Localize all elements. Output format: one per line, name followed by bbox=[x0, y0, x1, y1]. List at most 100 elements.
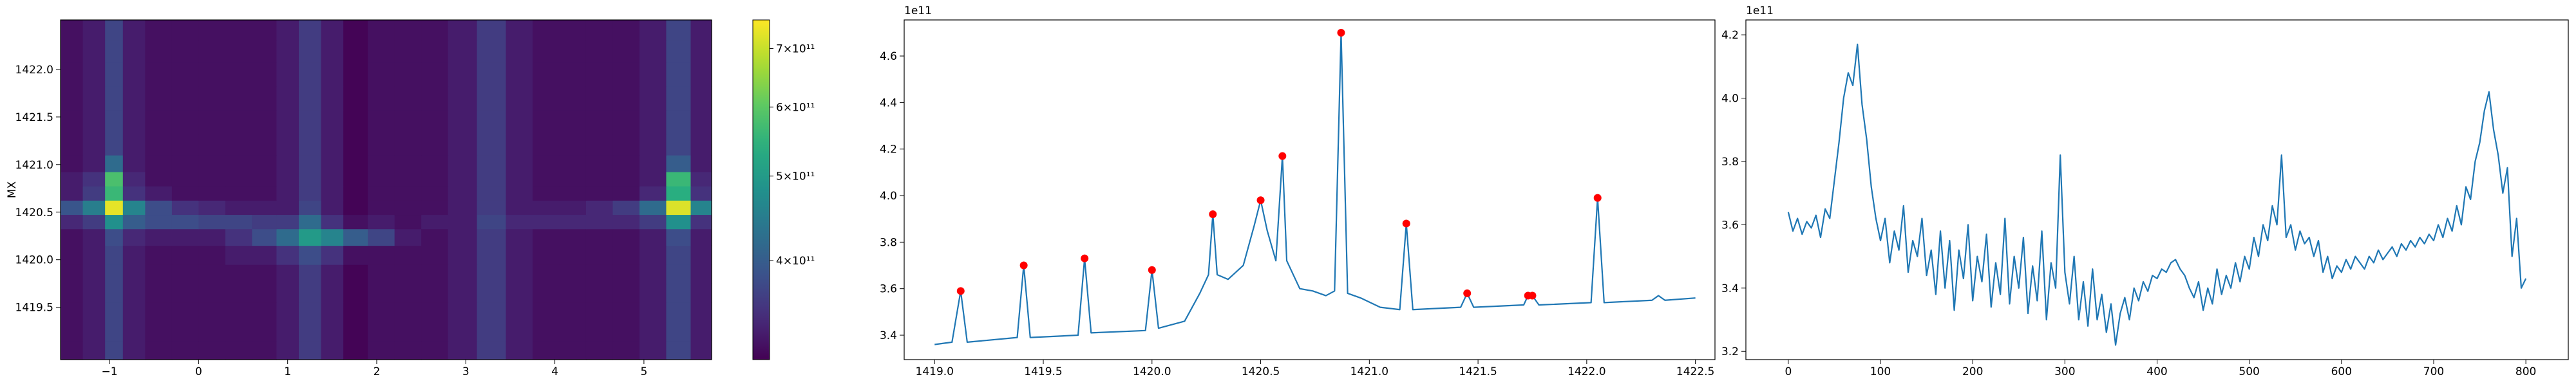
x-tick-label: 0 bbox=[1785, 365, 1792, 378]
heatmap-cell bbox=[145, 200, 173, 216]
line bbox=[1787, 43, 2527, 346]
heatmap-cell bbox=[298, 264, 322, 284]
heatmap-cell bbox=[105, 171, 124, 187]
heatmap-cell bbox=[394, 321, 422, 342]
heatmap-cell bbox=[533, 186, 560, 201]
peak-marker bbox=[1463, 289, 1472, 297]
heatmap-cell bbox=[506, 228, 533, 246]
y-tick-label: 4.2 bbox=[880, 143, 897, 156]
heatmap-cell bbox=[585, 40, 614, 63]
heatmap-cell bbox=[198, 62, 226, 87]
heatmap-cell bbox=[276, 109, 299, 134]
heatmap-cell bbox=[198, 214, 226, 230]
axes-frame bbox=[1745, 19, 2569, 360]
heatmap-cell bbox=[533, 86, 560, 111]
heatmap-cell bbox=[559, 200, 587, 216]
heatmap-cell bbox=[666, 264, 692, 284]
heatmap-cell bbox=[533, 20, 560, 41]
heatmap-cell bbox=[506, 133, 533, 156]
heatmap-cell bbox=[298, 155, 322, 172]
heatmap-cell bbox=[82, 214, 106, 230]
x-tick-label: 2 bbox=[374, 365, 381, 378]
heatmap-cell bbox=[252, 283, 277, 303]
heatmap-cell bbox=[421, 155, 449, 172]
heatmap-cell bbox=[298, 86, 322, 111]
heatmap-cell bbox=[477, 171, 507, 187]
heatmap-cell bbox=[448, 214, 478, 230]
heatmap-cell bbox=[612, 321, 640, 342]
heatmap-cell bbox=[585, 245, 614, 265]
heatmap-cell bbox=[145, 133, 173, 156]
heatmap-cell bbox=[533, 171, 560, 187]
heatmap-cell bbox=[122, 109, 146, 134]
y-tick-label: 4.6 bbox=[880, 50, 897, 63]
heatmap-cell bbox=[321, 200, 344, 216]
heatmap-cell bbox=[368, 133, 395, 156]
heatmap-cell bbox=[612, 109, 640, 134]
heatmap-cell bbox=[105, 283, 124, 303]
heatmap-cell bbox=[477, 186, 507, 201]
heatmap-cell bbox=[298, 62, 322, 87]
heatmap-cell bbox=[105, 186, 124, 201]
heatmap-cell bbox=[690, 264, 712, 284]
heatmap-cell bbox=[171, 133, 199, 156]
heatmap-cell bbox=[276, 133, 299, 156]
heatmap-cell bbox=[122, 214, 146, 230]
heatmap-cell bbox=[477, 40, 507, 63]
heatmap-cell bbox=[612, 40, 640, 63]
x-tick-label: 1422.5 bbox=[1676, 365, 1714, 378]
heatmap-cell bbox=[276, 340, 299, 360]
heatmap-cell bbox=[122, 133, 146, 156]
heatmap-cell bbox=[61, 171, 84, 187]
heatmap-cell bbox=[559, 214, 587, 230]
heatmap-cell bbox=[448, 228, 478, 246]
heatmap-cell bbox=[82, 40, 106, 63]
heatmap-cell bbox=[368, 302, 395, 322]
heatmap-cell bbox=[666, 155, 692, 172]
heatmap-cell bbox=[533, 283, 560, 303]
heatmap-cell bbox=[145, 62, 173, 87]
heatmap-cell bbox=[321, 283, 344, 303]
heatmap-cell bbox=[533, 40, 560, 63]
heatmap-cell bbox=[559, 133, 587, 156]
peak-marker bbox=[1278, 152, 1287, 160]
heatmap-cell bbox=[171, 340, 199, 360]
heatmap-cell bbox=[421, 264, 449, 284]
heatmap-cell bbox=[639, 62, 667, 87]
y-tick-label: 4.0 bbox=[880, 190, 897, 203]
heatmap-cell bbox=[690, 86, 712, 111]
heatmap-cell bbox=[82, 340, 106, 360]
heatmap-cell bbox=[394, 40, 422, 63]
x-tick-label: 400 bbox=[2146, 365, 2167, 378]
heatmap-cell bbox=[533, 264, 560, 284]
heatmap-cell bbox=[421, 200, 449, 216]
x-tick-label: 700 bbox=[2423, 365, 2444, 378]
heatmap-cell bbox=[533, 302, 560, 322]
heatmap-cell bbox=[477, 283, 507, 303]
heatmap-cell bbox=[122, 228, 146, 246]
heatmap-cell bbox=[321, 321, 344, 342]
heatmap-cell bbox=[690, 155, 712, 172]
heatmap-cell bbox=[559, 340, 587, 360]
heatmap-cell bbox=[394, 171, 422, 187]
x-tick-label: 800 bbox=[2515, 365, 2536, 378]
heatmap-cell bbox=[559, 321, 587, 342]
heatmap-cell bbox=[198, 20, 226, 41]
heatmap-cell bbox=[105, 133, 124, 156]
heatmap-cell bbox=[690, 321, 712, 342]
heatmap-cell bbox=[533, 340, 560, 360]
heatmap-cell bbox=[585, 133, 614, 156]
heatmap-cell bbox=[276, 264, 299, 284]
heatmap-cell bbox=[298, 302, 322, 322]
peak-marker bbox=[1337, 28, 1345, 37]
heatmap-cell bbox=[321, 133, 344, 156]
heatmap-cell bbox=[343, 264, 368, 284]
heatmap-cell bbox=[506, 321, 533, 342]
heatmap-cell bbox=[105, 302, 124, 322]
heatmap-cell bbox=[448, 245, 478, 265]
heatmap-cell bbox=[198, 86, 226, 111]
heatmap-cell bbox=[276, 62, 299, 87]
heatmap-cell bbox=[171, 228, 199, 246]
heatmap-cell bbox=[368, 186, 395, 201]
heatmap-cell bbox=[61, 340, 84, 360]
